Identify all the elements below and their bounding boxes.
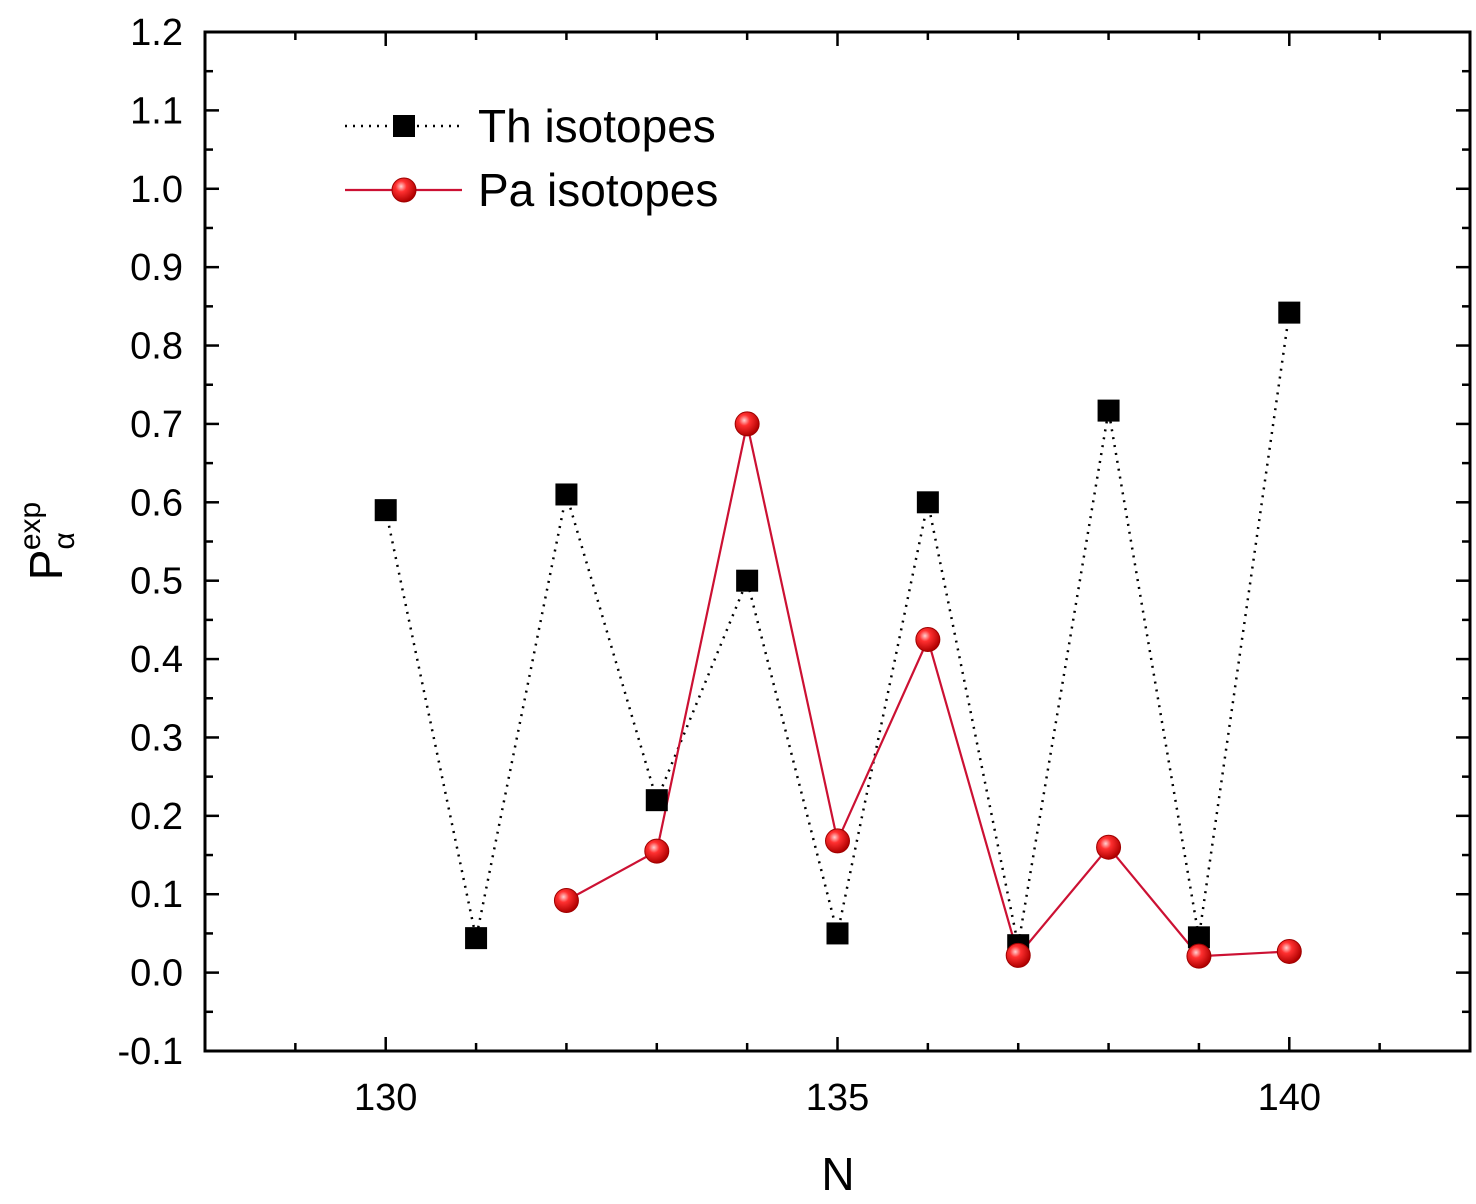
th-data-point xyxy=(465,927,488,950)
y-tick-label: 0.8 xyxy=(130,326,183,368)
series-lines xyxy=(384,312,1291,958)
th-data-point xyxy=(1278,301,1301,324)
y-tick-label: 0.2 xyxy=(130,796,183,838)
legend-circle-marker xyxy=(391,177,417,203)
y-axis-title-main: P xyxy=(20,550,72,581)
x-tick-label: 135 xyxy=(806,1077,869,1119)
y-tick-label: 1.1 xyxy=(130,90,183,132)
axis-ticks xyxy=(203,30,1472,1053)
pa-data-point xyxy=(644,838,670,864)
y-tick-label: 0.6 xyxy=(130,482,183,524)
pa-data-point xyxy=(915,626,941,652)
th-data-point xyxy=(645,789,668,812)
y-axis-title-sup: exp xyxy=(14,502,47,550)
legend-square-marker xyxy=(393,115,415,137)
pa-data-point xyxy=(1005,942,1031,968)
th-data-point xyxy=(555,483,578,506)
y-axis-title: Pαexp xyxy=(14,502,81,580)
pa-data-point xyxy=(1276,938,1302,964)
y-tick-label: 1.2 xyxy=(130,12,183,54)
x-tick-label: 140 xyxy=(1258,1077,1321,1119)
pa-data-point xyxy=(734,411,760,437)
x-tick-label: 130 xyxy=(354,1077,417,1119)
legend: Th isotopes Pa isotopes xyxy=(345,100,718,216)
th-data-point xyxy=(374,499,397,522)
th-data-point xyxy=(916,491,939,514)
y-tick-label: 0.4 xyxy=(130,639,183,681)
y-tick-label: 0.0 xyxy=(130,953,183,995)
th-data-point xyxy=(1097,399,1120,422)
y-tick-label: 0.9 xyxy=(130,247,183,289)
y-tick-label: 1.0 xyxy=(130,169,183,211)
pa-data-point xyxy=(1096,834,1122,860)
legend-label-1: Pa isotopes xyxy=(478,164,718,216)
data-markers xyxy=(374,301,1302,969)
pa-data-point xyxy=(1186,943,1212,969)
th-data-point xyxy=(1187,926,1210,949)
pa-data-point xyxy=(825,828,850,854)
th-data-point xyxy=(826,922,849,945)
y-tick-label: 0.3 xyxy=(130,717,183,759)
legend-label-0: Th isotopes xyxy=(478,100,716,152)
y-tick-label: 0.7 xyxy=(130,404,183,446)
y-tick-label: -0.1 xyxy=(118,1031,183,1073)
y-tick-label: 0.5 xyxy=(130,561,183,603)
x-axis-title: N xyxy=(821,1148,854,1200)
th-data-point xyxy=(736,569,759,592)
pa-data-point xyxy=(553,888,579,914)
y-axis-title-sub: α xyxy=(48,532,81,549)
tick-labels: 130 135 140 -0.1 0.0 0.1 0.2 0.3 0.4 0.5 0.6 0.7 0.8… xyxy=(118,12,1321,1119)
y-tick-label: 0.1 xyxy=(130,874,183,916)
